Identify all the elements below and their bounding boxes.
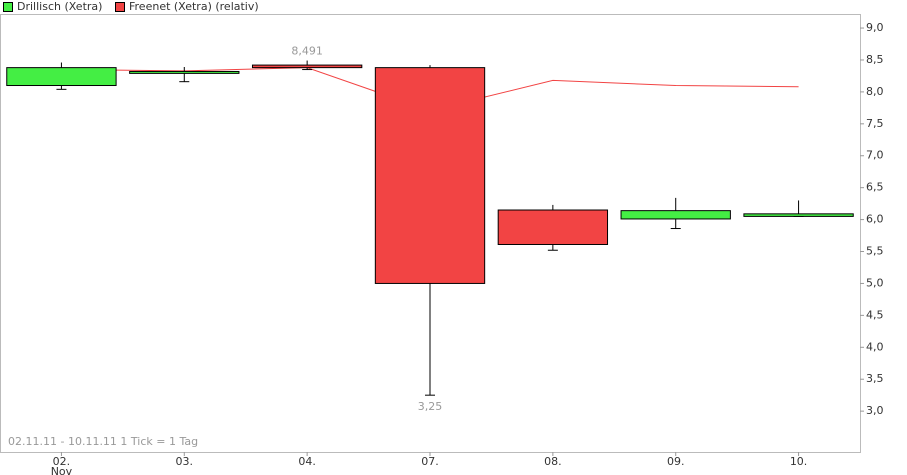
candle-body (129, 70, 240, 74)
x-tick-label: 08. (544, 455, 562, 468)
y-tick-label: 9,0 (866, 21, 884, 34)
x-tick-label: 07. (421, 455, 439, 468)
y-tick-label: 4,0 (866, 340, 884, 353)
legend-swatch (3, 2, 13, 12)
x-tick-label: 03. (176, 455, 194, 468)
y-tick-label: 4,5 (866, 308, 884, 321)
candle-body (251, 64, 363, 69)
y-tick-label: 7,0 (866, 149, 884, 162)
candle-body (374, 67, 486, 284)
footnote: 02.11.11 - 10.11.11 1 Tick = 1 Tag (8, 435, 198, 448)
x-tick-label: 02. (53, 455, 71, 468)
candle-body (6, 67, 117, 87)
legend-label: Freenet (Xetra) (relativ) (129, 0, 259, 13)
x-sublabel: Nov (51, 465, 73, 475)
x-tick-label: 09. (667, 455, 685, 468)
x-tick-label: 10. (790, 455, 808, 468)
y-tick-label: 6,0 (866, 213, 884, 226)
y-tick-label: 8,5 (866, 53, 884, 66)
y-tick-label: 6,5 (866, 181, 884, 194)
y-tick-label: 5,5 (866, 245, 884, 258)
low-label: 3,25 (418, 400, 443, 413)
y-tick-label: 3,0 (866, 404, 884, 417)
candle-body (620, 210, 731, 220)
y-tick-label: 3,5 (866, 372, 884, 385)
candle-body (743, 213, 854, 217)
y-tick-label: 8,0 (866, 85, 884, 98)
candle-body (497, 209, 609, 245)
high-label: 8,491 (291, 45, 323, 58)
legend-swatch (115, 2, 125, 12)
legend-label: Drillisch (Xetra) (17, 0, 102, 13)
x-tick-label: 04. (298, 455, 316, 468)
y-tick-label: 7,5 (866, 117, 884, 130)
y-tick-label: 5,0 (866, 276, 884, 289)
